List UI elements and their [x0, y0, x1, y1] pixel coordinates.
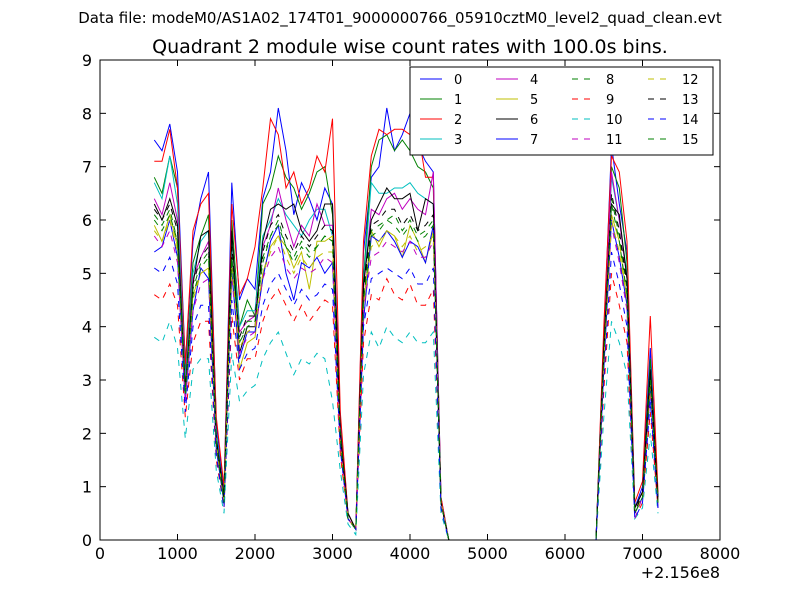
chart-title: Quadrant 2 module wise count rates with …: [152, 36, 668, 58]
y-tick-label: 3: [82, 371, 92, 390]
legend-label-1: 1: [454, 93, 462, 108]
legend-label-0: 0: [454, 73, 462, 88]
x-tick-label: 0: [95, 544, 105, 563]
figure-suptitle: Data file: modeM0/AS1A02_174T01_90000007…: [78, 9, 722, 28]
x-tick-label: 1000: [157, 544, 198, 563]
x-tick-label: 5000: [467, 544, 508, 563]
legend-label-13: 13: [682, 93, 699, 108]
legend-label-15: 15: [682, 133, 699, 148]
legend-label-6: 6: [530, 113, 538, 128]
y-tick-label: 6: [82, 211, 92, 230]
legend-label-3: 3: [454, 133, 462, 148]
y-tick-label: 2: [82, 424, 92, 443]
legend-label-14: 14: [682, 113, 699, 128]
x-tick-label: 6000: [545, 544, 586, 563]
legend-label-7: 7: [530, 133, 538, 148]
y-tick-label: 0: [82, 531, 92, 550]
legend-label-4: 4: [530, 73, 538, 88]
x-tick-label: 8000: [700, 544, 741, 563]
x-tick-label: 3000: [312, 544, 353, 563]
x-tick-label: 4000: [390, 544, 431, 563]
y-tick-label: 1: [82, 478, 92, 497]
legend-label-5: 5: [530, 93, 538, 108]
series-line-15: [153, 203, 659, 541]
legend-label-8: 8: [606, 73, 614, 88]
legend-label-11: 11: [606, 133, 623, 148]
y-tick-label: 9: [82, 51, 92, 70]
y-tick-label: 8: [82, 104, 92, 123]
legend-label-12: 12: [682, 73, 699, 88]
y-tick-label: 5: [82, 264, 92, 283]
x-tick-label: 2000: [235, 544, 276, 563]
ticks-layer: 0 1000 2000 3000 4000 5000 6000 7000 80000123456…: [82, 51, 741, 563]
x-offset-label: +2.156e8: [641, 563, 720, 582]
y-tick-label: 4: [82, 318, 92, 337]
legend-label-10: 10: [606, 113, 623, 128]
legend-label-9: 9: [606, 93, 614, 108]
legend-frame: [409, 66, 714, 156]
y-tick-label: 7: [82, 158, 92, 177]
x-tick-label: 7000: [622, 544, 663, 563]
legend-label-2: 2: [454, 113, 462, 128]
